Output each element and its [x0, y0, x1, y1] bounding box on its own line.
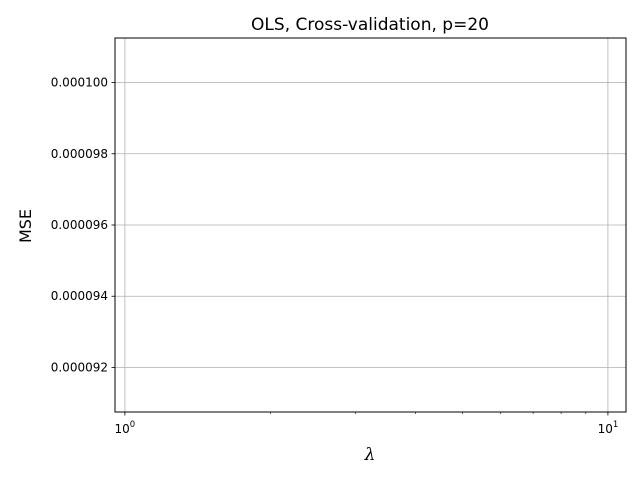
chart-title: OLS, Cross-validation, p=20: [251, 15, 489, 35]
y-axis-label: MSE: [16, 209, 35, 243]
x-axis-label: λ: [364, 445, 376, 465]
y-tick-label: 0.000100: [51, 76, 108, 90]
x-tick-label: 100: [115, 420, 136, 436]
x-tick-label: 101: [598, 420, 619, 436]
y-tick-label: 0.000094: [51, 289, 108, 303]
y-tick-label: 0.000098: [51, 147, 108, 161]
grid: [115, 38, 626, 412]
y-tick-label: 0.000092: [51, 360, 108, 374]
y-tick-label: 0.000096: [51, 218, 108, 232]
ticks: 0.000092 0.000094 0.000096 0.000098 0.000100…: [51, 76, 619, 436]
